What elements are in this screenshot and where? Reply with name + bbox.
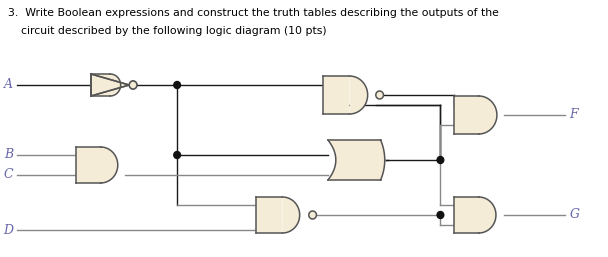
Wedge shape xyxy=(350,76,368,114)
Text: C: C xyxy=(4,169,13,181)
Text: circuit described by the following logic diagram (10 pts): circuit described by the following logic… xyxy=(21,26,326,36)
Wedge shape xyxy=(283,197,300,233)
Circle shape xyxy=(309,211,316,219)
Bar xyxy=(323,76,350,114)
Circle shape xyxy=(174,81,181,88)
Circle shape xyxy=(130,81,137,89)
Circle shape xyxy=(376,91,384,99)
Text: B: B xyxy=(4,149,13,161)
Polygon shape xyxy=(91,74,130,96)
Polygon shape xyxy=(328,140,385,180)
Text: D: D xyxy=(4,224,13,236)
Bar xyxy=(256,197,283,233)
Text: A: A xyxy=(4,78,13,91)
Circle shape xyxy=(437,157,444,163)
Text: G: G xyxy=(570,208,579,222)
Bar xyxy=(91,74,110,96)
Circle shape xyxy=(437,212,444,218)
Circle shape xyxy=(130,81,137,89)
Wedge shape xyxy=(110,74,120,96)
Text: F: F xyxy=(570,108,578,122)
Wedge shape xyxy=(478,197,496,233)
Bar xyxy=(454,197,478,233)
Bar xyxy=(454,96,478,134)
Wedge shape xyxy=(478,96,497,134)
Bar xyxy=(75,147,100,183)
Polygon shape xyxy=(91,74,130,96)
Circle shape xyxy=(174,151,181,159)
Text: 3.  Write Boolean expressions and construct the truth tables describing the outp: 3. Write Boolean expressions and constru… xyxy=(8,8,499,18)
Wedge shape xyxy=(100,147,118,183)
